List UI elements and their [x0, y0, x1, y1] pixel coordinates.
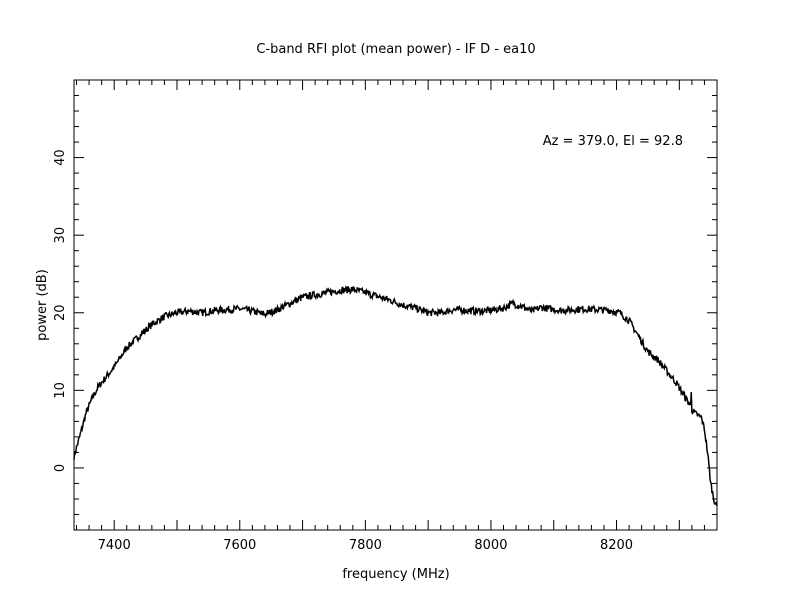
az-el-annotation: Az = 379.0, El = 92.8 [543, 134, 683, 149]
y-axis-label: power (dB) [35, 269, 50, 341]
y-tick-label: 30 [53, 227, 68, 244]
power-series-line [73, 285, 718, 507]
y-tick-label: 10 [53, 382, 68, 399]
axis-tick-labels: 7400 7600 7800 8000 8200 0 10 20 30 40 [53, 149, 633, 553]
x-axis-label: frequency (MHz) [342, 567, 449, 582]
x-tick-label: 7400 [98, 538, 131, 553]
chart-title: C-band RFI plot (mean power) - IF D - ea… [256, 42, 535, 57]
x-tick-label: 8200 [600, 538, 633, 553]
plot-frame [73, 79, 718, 531]
y-tick-label: 20 [53, 304, 68, 321]
y-tick-label: 40 [53, 149, 68, 166]
x-tick-label: 7800 [349, 538, 382, 553]
axis-ticks [74, 79, 718, 531]
x-tick-label: 8000 [474, 538, 507, 553]
y-tick-label: 0 [53, 464, 68, 472]
x-tick-label: 7600 [223, 538, 256, 553]
